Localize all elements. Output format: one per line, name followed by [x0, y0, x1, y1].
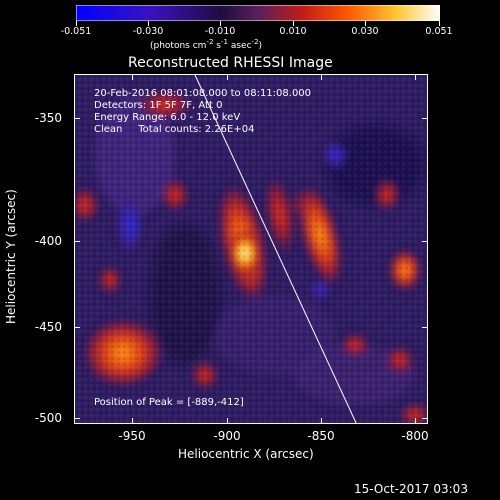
- colorbar-units: (photons cm-2 s-1 asec-2): [150, 38, 263, 51]
- annotation-peak-position: Position of Peak = [-889,-412]: [94, 397, 244, 408]
- colorbar-tick-label: 0.010: [279, 26, 307, 37]
- image-canvas: [75, 75, 427, 423]
- y-tick-label: -500: [34, 411, 62, 425]
- y-axis-label: Heliocentric Y (arcsec): [4, 189, 18, 324]
- y-tick-label: -400: [34, 234, 62, 248]
- annotation-counts: Clean Total counts: 2.26E+04: [94, 124, 255, 135]
- solar-limb-line: [194, 75, 357, 423]
- x-tick-label: -800: [401, 429, 429, 443]
- annotation-detectors: Detectors: 1F 5F 7F, Att 0: [94, 100, 223, 111]
- image-title: Reconstructed RHESSI Image: [128, 55, 333, 71]
- x-axis-label: Heliocentric X (arcsec): [178, 447, 314, 461]
- x-tick-label: -950: [118, 429, 146, 443]
- annotation-time-range: 20-Feb-2016 08:01:08.000 to 08:11:08.000: [94, 88, 312, 99]
- colorbar: [76, 5, 440, 21]
- colorbar-tick-label: -0.010: [204, 26, 236, 37]
- footer-timestamp: 15-Oct-2017 03:03: [354, 482, 468, 496]
- y-tick-label: -450: [34, 320, 62, 334]
- colorbar-tick-label: 0.051: [425, 26, 453, 37]
- colorbar-tick-label: -0.051: [60, 26, 92, 37]
- x-tick-label: -900: [213, 429, 241, 443]
- colorbar-tick-label: -0.030: [132, 26, 164, 37]
- x-tick-label: -850: [307, 429, 335, 443]
- annotation-energy-range: Energy Range: 6.0 - 12.0 keV: [94, 112, 241, 123]
- y-tick-label: -350: [34, 111, 62, 125]
- rhessi-image: [74, 74, 428, 424]
- colorbar-tick-label: 0.030: [351, 26, 379, 37]
